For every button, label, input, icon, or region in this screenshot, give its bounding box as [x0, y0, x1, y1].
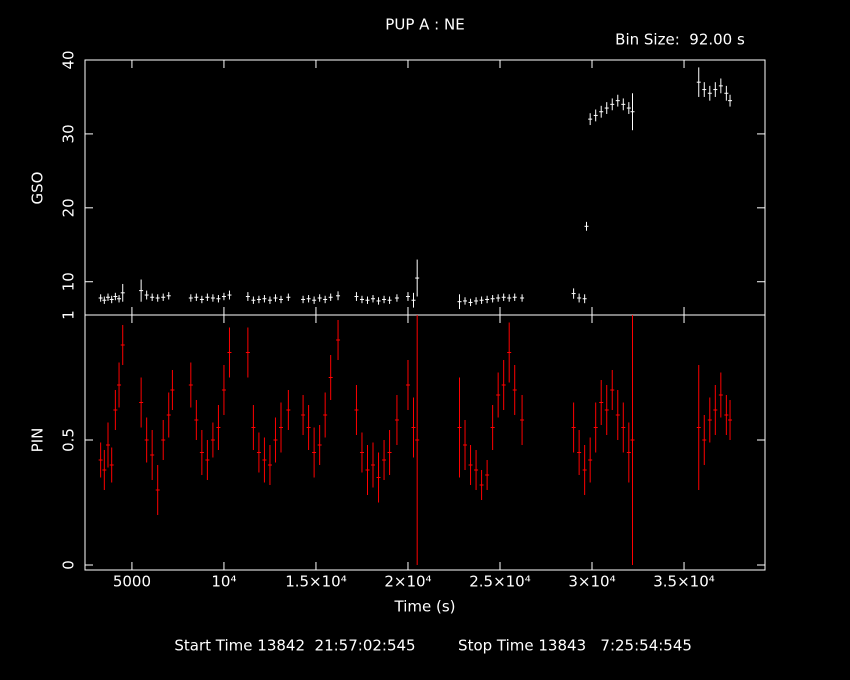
y-tick-label: 40: [60, 50, 78, 69]
y-tick-label: 0: [60, 560, 78, 570]
x-tick-label: 5000: [113, 573, 151, 591]
start-time: Start Time 13842 21:57:02:545: [174, 637, 415, 655]
y-tick-label: 20: [60, 198, 78, 217]
panel-frame: [84, 314, 766, 571]
y-tick-label: 10: [60, 272, 78, 291]
x-tick-label: 10⁴: [211, 573, 236, 591]
y-tick-label: 0.5: [60, 428, 78, 452]
x-tick-label: 2.5×10⁴: [469, 573, 531, 591]
y-axis-label: GSO: [29, 172, 47, 205]
y-tick-label: 30: [60, 124, 78, 143]
x-tick-label: 3.5×10⁴: [653, 573, 715, 591]
stop-time: Stop Time 13843 7:25:54:545: [458, 637, 692, 655]
x-tick-label: 3×10⁴: [568, 573, 615, 591]
x-axis-label: Time (s): [394, 598, 456, 616]
x-tick-label: 1.5×10⁴: [285, 573, 347, 591]
y-tick-label: 1: [60, 310, 78, 320]
y-axis-label: PIN: [29, 428, 47, 453]
x-tick-label: 2×10⁴: [384, 573, 431, 591]
panel-frame: [84, 59, 766, 316]
chart-title: PUP A : NE: [385, 16, 464, 34]
bin-size: Bin Size: 92.00 s: [615, 31, 745, 49]
